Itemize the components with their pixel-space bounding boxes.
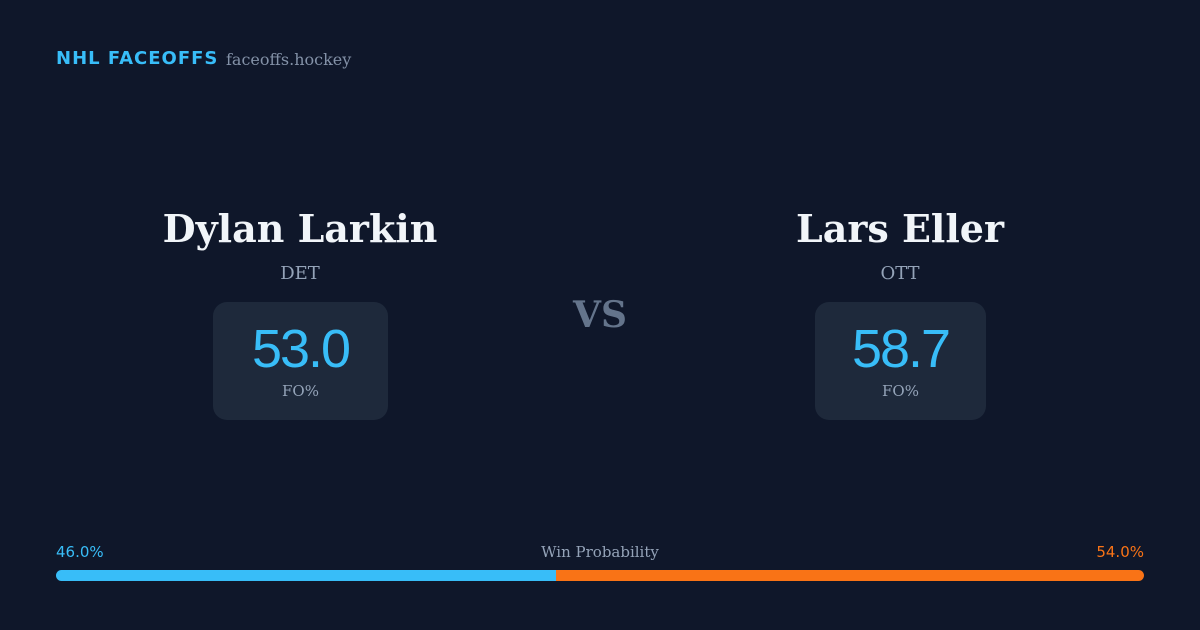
- stat-label: FO%: [282, 382, 319, 400]
- right-segment: [556, 570, 1144, 581]
- left-probability: 46.0%: [56, 543, 104, 561]
- stat-value: 53.0: [251, 319, 351, 379]
- stat-box: 53.0 FO%: [213, 302, 388, 420]
- win-probability-label: Win Probability: [541, 543, 659, 561]
- player-name: Dylan Larkin: [162, 206, 438, 251]
- stat-label: FO%: [882, 382, 919, 400]
- probability-bar: [56, 570, 1144, 581]
- brand: NHL FACEOFFS: [56, 48, 219, 69]
- left-segment: [56, 570, 557, 581]
- stat-box: 58.7 FO%: [815, 302, 986, 420]
- versus: VS: [573, 294, 627, 336]
- right-probability: 54.0%: [1096, 543, 1144, 561]
- stat-value: 58.7: [851, 319, 951, 379]
- site: faceoffs.hockey: [226, 50, 352, 69]
- player-name: Lars Eller: [795, 206, 1005, 251]
- player-team: DET: [280, 263, 320, 284]
- player-team: OTT: [880, 263, 920, 284]
